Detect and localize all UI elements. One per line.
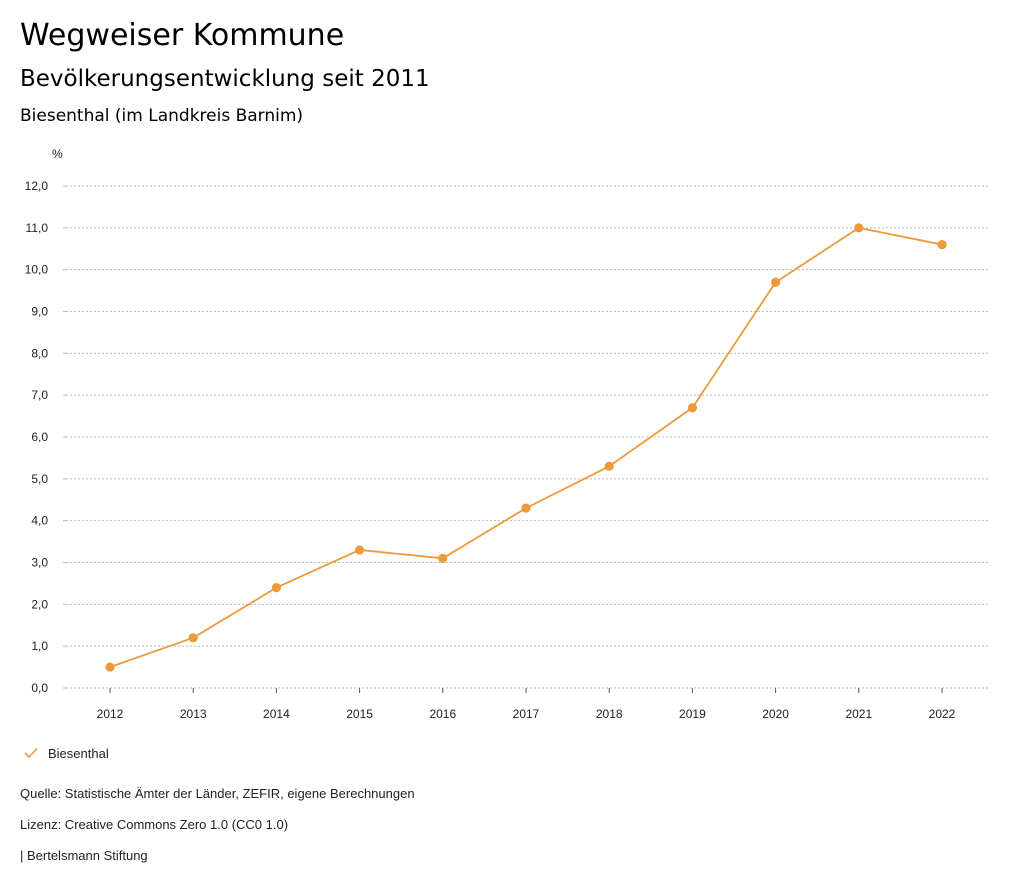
data-point[interactable]: 2020: 9,7 % [771, 277, 781, 287]
publisher-note: | Bertelsmann Stiftung [20, 848, 148, 863]
x-tick-label: 2019 [679, 707, 706, 721]
x-tick-label: 2022 [929, 707, 956, 721]
data-point[interactable]: 2017: 4,3 % [521, 503, 531, 513]
series-biesenthal[interactable]: 2012: 0,5 % 2013: 1,2 % 2014: 2,4 % 2015: 3… [105, 223, 947, 672]
x-tick-label: 2013 [180, 707, 207, 721]
x-tick-label: 2016 [429, 707, 456, 721]
x-tick-label: 2014 [263, 707, 290, 721]
y-tick-label: 5,0 [31, 472, 48, 486]
y-tick-label: 0,0 [31, 681, 48, 695]
data-point[interactable]: 2012: 0,5 % [105, 662, 115, 672]
y-axis-ticks: 0,0 1,0 2,0 3,0 4,0 5,0 6,0 7,0 8,0 9,0 10,0 11,0 12… [25, 179, 66, 695]
legend-label: Biesenthal [48, 746, 109, 761]
y-tick-label: 9,0 [31, 305, 48, 319]
legend-item-biesenthal[interactable]: Biesenthal [24, 744, 109, 763]
grid-lines [66, 185, 990, 689]
y-tick-label: 11,0 [26, 221, 49, 235]
y-tick-label: 7,0 [31, 388, 48, 402]
source-note: Quelle: Statistische Ämter der Länder, Z… [20, 786, 415, 801]
data-point[interactable]: 2018: 5,3 % [604, 461, 614, 471]
x-tick-label: 2015 [346, 707, 373, 721]
x-tick-label: 2021 [845, 707, 872, 721]
x-tick-label: 2012 [97, 707, 124, 721]
y-tick-label: 8,0 [31, 346, 48, 360]
y-tick-label: 4,0 [31, 514, 48, 528]
x-axis-ticks: 2012 2013 2014 2015 2016 2017 2018 2019 2020 2021… [97, 688, 956, 721]
x-tick-label: 2020 [762, 707, 789, 721]
data-point[interactable]: 2014: 2,4 % [271, 583, 281, 593]
y-tick-label: 3,0 [31, 556, 48, 570]
x-tick-label: 2017 [513, 707, 540, 721]
page-title: Wegweiser Kommune [20, 18, 345, 53]
region-title: Biesenthal (im Landkreis Barnim) [20, 106, 304, 126]
data-point[interactable]: 2021: 11,0 % [854, 223, 864, 233]
data-point[interactable]: 2022: 10,6 % [937, 239, 947, 250]
y-tick-label: 12,0 [25, 179, 49, 193]
check-icon [24, 744, 38, 763]
data-point[interactable]: 2019: 6,7 % [687, 403, 698, 413]
data-point[interactable]: 2015: 3,3 % [355, 545, 365, 555]
data-point[interactable]: 2016: 3,1 % [438, 553, 448, 563]
y-axis-unit-label: % [52, 147, 63, 161]
page-subtitle: Bevölkerungsentwicklung seit 2011 [20, 66, 430, 92]
line-chart: % 0,0 1,0 2,0 3,0 4,0 5,0 6,0 7,0 8,0 9,0 10,0 11,0… [25, 147, 990, 721]
y-tick-label: 6,0 [31, 430, 48, 444]
license-note: Lizenz: Creative Commons Zero 1.0 (CC0 1… [20, 817, 289, 832]
y-tick-label: 10,0 [25, 263, 49, 277]
x-tick-label: 2018 [596, 707, 623, 721]
y-tick-label: 2,0 [31, 597, 48, 611]
data-point[interactable]: 2013: 1,2 % [188, 633, 198, 643]
y-tick-label: 1,0 [31, 639, 48, 653]
series-line[interactable] [109, 226, 943, 668]
